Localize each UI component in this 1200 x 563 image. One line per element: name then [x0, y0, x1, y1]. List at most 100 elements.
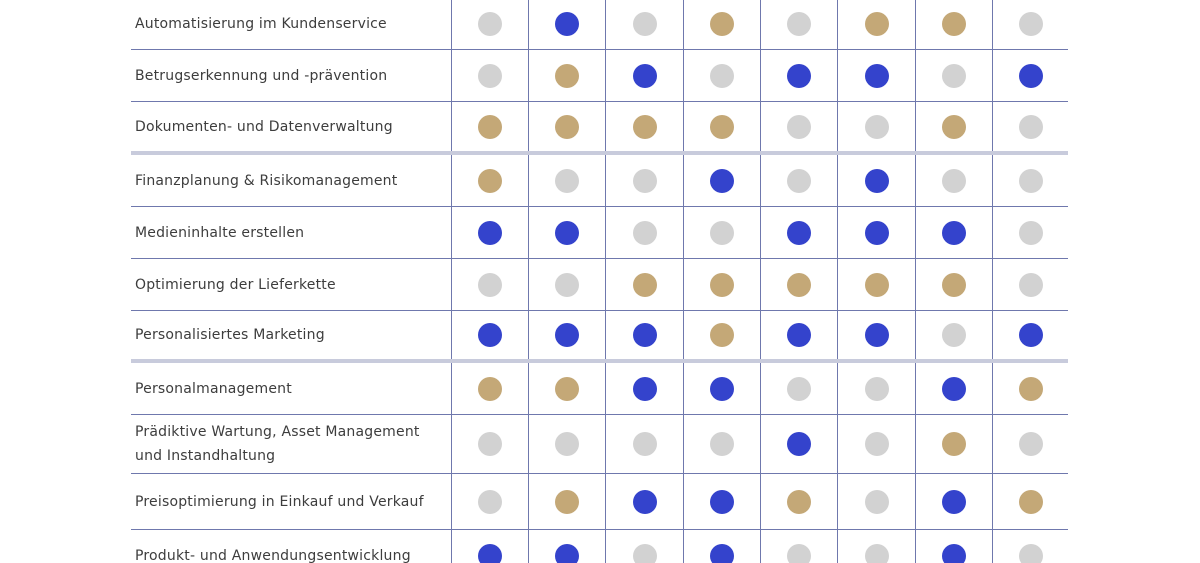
table-row: Finanzplanung & Risikomanagement — [131, 155, 1068, 207]
matrix-cell — [914, 311, 992, 359]
table-row: Medieninhalte erstellen — [131, 207, 1068, 259]
gray-dot-icon — [1018, 543, 1043, 563]
matrix-cell — [450, 311, 528, 359]
blue-dot-icon — [632, 489, 657, 514]
gold-dot-icon — [864, 272, 889, 297]
matrix-cell — [760, 415, 837, 473]
matrix-cell — [528, 415, 605, 473]
table-row: Personalmanagement — [131, 363, 1068, 415]
matrix-cell — [914, 0, 992, 49]
gray-dot-icon — [632, 543, 657, 563]
matrix-cell — [914, 155, 992, 206]
gray-dot-icon — [477, 489, 502, 514]
blue-dot-icon — [787, 323, 812, 347]
gray-dot-icon — [477, 63, 502, 88]
row-label: Medieninhalte erstellen — [135, 224, 305, 241]
row-label: Prädiktive Wartung, Asset Management und… — [135, 424, 420, 464]
gold-dot-icon — [555, 63, 580, 88]
blue-dot-icon — [787, 432, 812, 456]
blue-dot-icon — [941, 376, 966, 401]
matrix-cell — [605, 415, 682, 473]
gray-dot-icon — [709, 63, 734, 88]
gray-dot-icon — [632, 168, 657, 193]
gray-dot-icon — [1018, 11, 1043, 36]
matrix-cell — [760, 0, 837, 49]
blue-dot-icon — [864, 63, 889, 88]
gray-dot-icon — [864, 489, 889, 514]
matrix-cell — [605, 50, 682, 101]
row-label: Preisoptimierung in Einkauf und Verkauf — [135, 493, 424, 510]
matrix-cell — [992, 530, 1068, 563]
blue-dot-icon — [1018, 323, 1043, 347]
matrix-cell — [528, 50, 605, 101]
matrix-cell — [914, 259, 992, 310]
gold-dot-icon — [477, 114, 502, 139]
gray-dot-icon — [477, 272, 502, 297]
blue-dot-icon — [941, 543, 966, 563]
gray-dot-icon — [709, 432, 734, 456]
gray-dot-icon — [864, 543, 889, 563]
gray-dot-icon — [941, 323, 966, 347]
gray-dot-icon — [864, 432, 889, 456]
row-label: Produkt- und Anwendungsentwicklung — [135, 547, 411, 563]
matrix-cell — [992, 50, 1068, 101]
matrix-cell — [682, 415, 760, 473]
matrix-cell — [682, 363, 760, 414]
gray-dot-icon — [1018, 114, 1043, 139]
matrix-cell — [760, 50, 837, 101]
blue-dot-icon — [477, 543, 502, 563]
gray-dot-icon — [1018, 432, 1043, 456]
matrix-cell — [528, 530, 605, 563]
gray-dot-icon — [709, 220, 734, 245]
gold-dot-icon — [941, 114, 966, 139]
matrix-cell — [528, 155, 605, 206]
matrix-cell — [450, 102, 528, 151]
gold-dot-icon — [1018, 489, 1043, 514]
gold-dot-icon — [941, 272, 966, 297]
matrix-cell — [450, 155, 528, 206]
matrix-cell — [528, 311, 605, 359]
matrix-cell — [528, 259, 605, 310]
matrix-cell — [682, 207, 760, 258]
matrix-cell — [914, 102, 992, 151]
matrix-cell — [605, 207, 682, 258]
blue-dot-icon — [477, 220, 502, 245]
matrix-cell — [992, 155, 1068, 206]
blue-dot-icon — [709, 489, 734, 514]
matrix-cell — [760, 311, 837, 359]
matrix-cell — [837, 102, 914, 151]
gold-dot-icon — [787, 489, 812, 514]
matrix-cell — [450, 259, 528, 310]
matrix-cell — [450, 363, 528, 414]
blue-dot-icon — [632, 376, 657, 401]
matrix-cell — [914, 207, 992, 258]
gray-dot-icon — [864, 376, 889, 401]
matrix-cell — [450, 474, 528, 529]
matrix-cell — [605, 0, 682, 49]
gold-dot-icon — [941, 11, 966, 36]
blue-dot-icon — [555, 543, 580, 563]
table-row: Dokumenten- und Datenverwaltung — [131, 102, 1068, 155]
row-label: Optimierung der Lieferkette — [135, 276, 336, 293]
row-label: Personalisiertes Marketing — [135, 327, 325, 343]
blue-dot-icon — [709, 543, 734, 563]
matrix-cell — [682, 50, 760, 101]
blue-dot-icon — [787, 63, 812, 88]
blue-dot-icon — [787, 220, 812, 245]
gold-dot-icon — [632, 272, 657, 297]
matrix-cell — [682, 155, 760, 206]
matrix-cell — [914, 474, 992, 529]
gray-dot-icon — [632, 220, 657, 245]
gray-dot-icon — [632, 11, 657, 36]
matrix-cell — [605, 311, 682, 359]
blue-dot-icon — [1018, 63, 1043, 88]
gold-dot-icon — [477, 168, 502, 193]
blue-dot-icon — [941, 489, 966, 514]
blue-dot-icon — [477, 323, 502, 347]
matrix-cell — [760, 207, 837, 258]
matrix-cell — [992, 102, 1068, 151]
table-row: Preisoptimierung in Einkauf und Verkauf — [131, 474, 1068, 530]
row-label: Finanzplanung & Risikomanagement — [135, 172, 398, 189]
gray-dot-icon — [787, 114, 812, 139]
matrix-cell — [914, 530, 992, 563]
